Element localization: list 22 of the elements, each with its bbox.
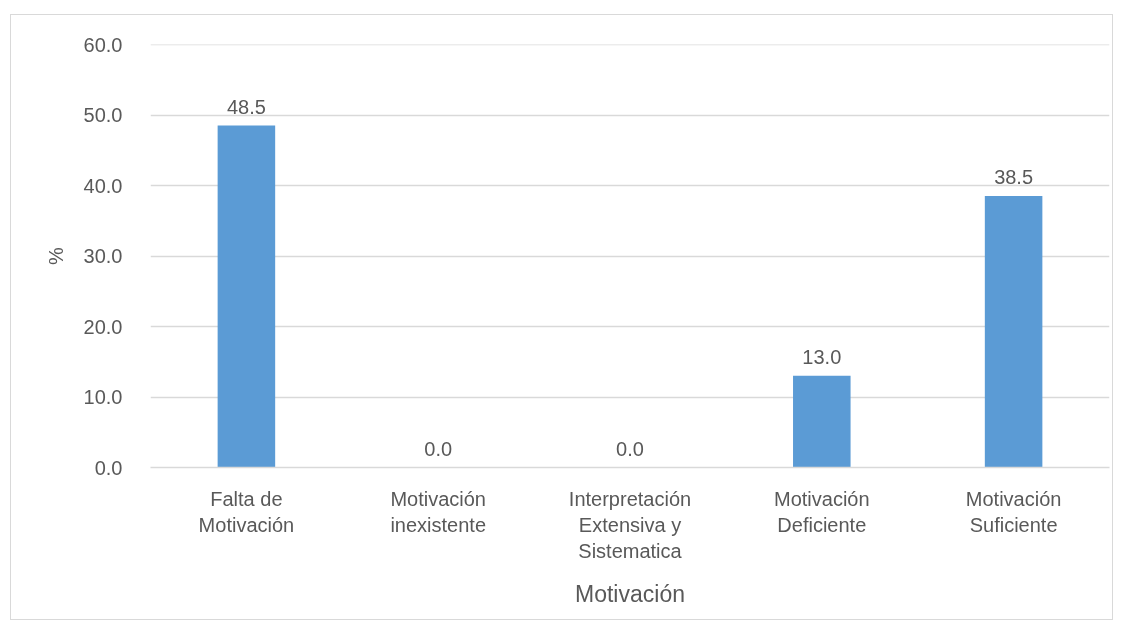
y-tick-label: 0.0 [94, 456, 123, 479]
x-tick-label: Motivación Suficiente [965, 487, 1062, 536]
x-tick-label: Motivación inexistente [390, 487, 487, 536]
y-tick-label: 40.0 [83, 174, 123, 197]
data-label: 13.0 [802, 345, 842, 368]
data-label: 48.5 [226, 95, 266, 118]
y-tick-label: 10.0 [83, 386, 123, 408]
y-tick-label: 30.0 [83, 245, 123, 267]
x-tick-label: Interpretación Extensiva y Sistematica [568, 487, 692, 563]
x-tick-label: Falta de Motivación [198, 487, 295, 536]
bar [217, 125, 276, 468]
y-tick-label: 50.0 [83, 104, 123, 126]
data-label: 0.0 [616, 437, 644, 460]
x-axis-title: Motivación [575, 581, 685, 608]
data-label: 0.0 [424, 437, 453, 460]
y-tick-label: 20.0 [83, 315, 123, 338]
data-label: 38.5 [994, 166, 1034, 189]
bar [984, 196, 1043, 468]
bar [793, 375, 851, 468]
x-tick-label: Motivación Deficiente [774, 487, 870, 536]
y-axis-title: % [44, 246, 67, 265]
y-tick-label: 60.0 [83, 33, 123, 56]
